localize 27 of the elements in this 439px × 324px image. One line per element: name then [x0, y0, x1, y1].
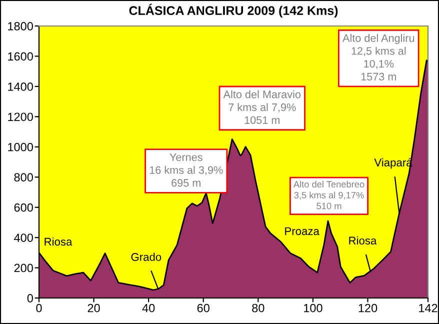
- annotation: Alto del Tenebreo 3,5 kms al 9,17% 510 m: [293, 180, 364, 210]
- y-tick-label: 1800: [8, 22, 33, 30]
- chart-title: CLÁSICA ANGLIRU 2009 (142 Kms): [129, 4, 338, 18]
- annotation: Yernes 16 kms al 3,9% 695 m: [150, 153, 223, 187]
- x-tick-label: 80: [252, 304, 264, 312]
- y-tick-label: 800: [14, 173, 33, 182]
- y-tick-label: 1600: [8, 52, 33, 61]
- x-tick-label: 0: [36, 304, 42, 312]
- x-tick-label: 100: [304, 304, 322, 312]
- y-tick-label: 1000: [8, 142, 33, 152]
- x-tick-label: 20: [88, 304, 100, 312]
- x-tick-label: 40: [142, 304, 155, 312]
- y-tick-label: 1200: [8, 112, 33, 122]
- annotation: Alto del Maravio 7 kms al 7,9% 1051 m: [223, 90, 301, 124]
- annotation: Riosa: [44, 237, 72, 246]
- annotation: Alto del Angliru 12,5 kms al 10,1% 1573 m: [342, 34, 414, 80]
- x-tick-label: 60: [197, 304, 210, 312]
- y-tick-label: 1400: [8, 82, 33, 91]
- annotation: Proaza: [285, 227, 320, 236]
- y-tick-label: 200: [14, 264, 33, 272]
- x-tick-label: 142: [419, 304, 438, 312]
- y-tick-label: 400: [14, 234, 33, 242]
- annotation: Grado: [131, 252, 162, 261]
- x-tick-label: 120: [358, 304, 378, 312]
- y-tick-label: 0: [27, 294, 33, 302]
- annotation: Riosa: [349, 236, 377, 245]
- y-tick-label: 600: [14, 203, 33, 212]
